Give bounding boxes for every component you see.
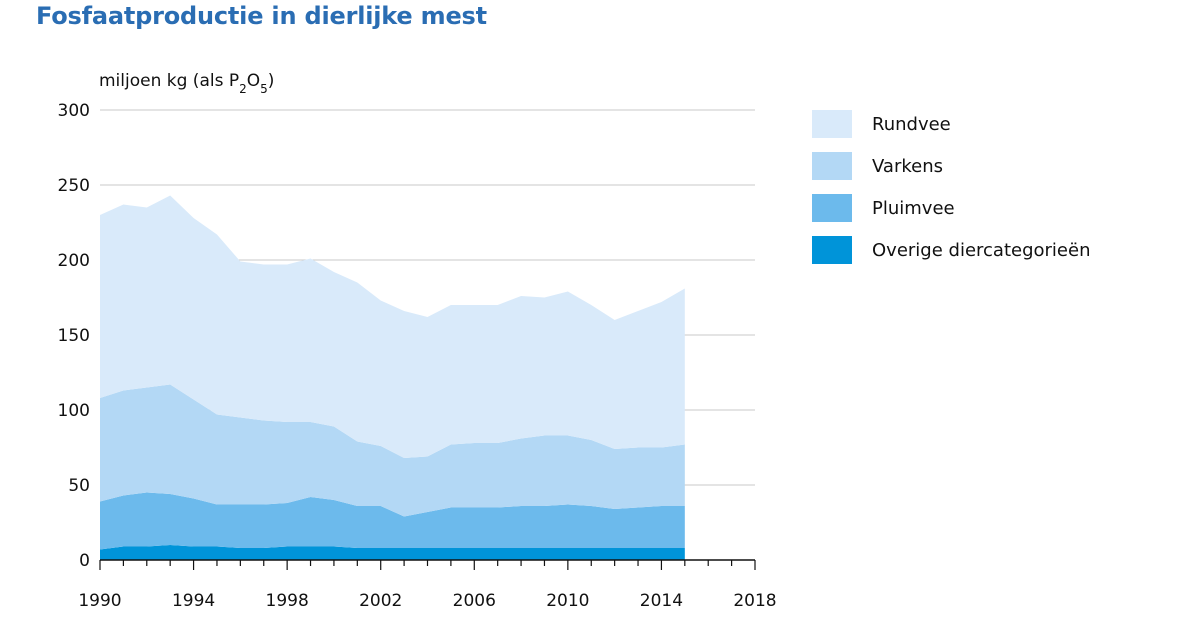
y-tick-label: 150: [58, 326, 90, 346]
legend-label: Rundvee: [872, 114, 951, 135]
y-tick-label: 300: [58, 101, 90, 121]
x-tick-labels: 1990 1994 1998 2002 2006 2010 2014 2018: [78, 591, 776, 611]
x-tick-label: 1990: [78, 591, 121, 611]
x-tick-label: 2006: [453, 591, 496, 611]
area-overige-diercategorie-n: [100, 545, 685, 560]
x-tick-label: 2014: [640, 591, 683, 611]
y-tick-label: 50: [68, 476, 90, 496]
y-tick-label: 200: [58, 251, 90, 271]
chart-title: Fosfaatproductie in dierlijke mest: [36, 2, 487, 30]
legend-label: Pluimvee: [872, 198, 955, 219]
legend-swatch: [812, 110, 852, 138]
axes: [99, 559, 756, 570]
x-tick-label: 1994: [172, 591, 215, 611]
y-axis-label: miljoen kg (als P2O5): [99, 71, 274, 96]
area-series: [100, 195, 685, 560]
area-pluimvee: [100, 492, 685, 550]
legend-swatch: [812, 194, 852, 222]
area-varkens: [100, 384, 685, 517]
legend-label: Varkens: [872, 156, 943, 177]
y-tick-label: 250: [58, 176, 90, 196]
y-tick-labels: 0 50 100 150 200 250 300: [58, 101, 90, 571]
area-rundvee: [100, 195, 685, 458]
legend-label: Overige diercategorieën: [872, 240, 1090, 261]
x-tick-label: 2010: [546, 591, 589, 611]
legend: Rundvee Varkens Pluimvee Overige diercatego…: [812, 110, 1090, 264]
legend-swatch: [812, 236, 852, 264]
y-tick-label: 100: [58, 401, 90, 421]
x-tick-label: 2002: [359, 591, 402, 611]
x-tick-label: 1998: [266, 591, 309, 611]
x-tick-label: 2018: [733, 591, 776, 611]
y-tick-label: 0: [79, 551, 90, 571]
legend-swatch: [812, 152, 852, 180]
